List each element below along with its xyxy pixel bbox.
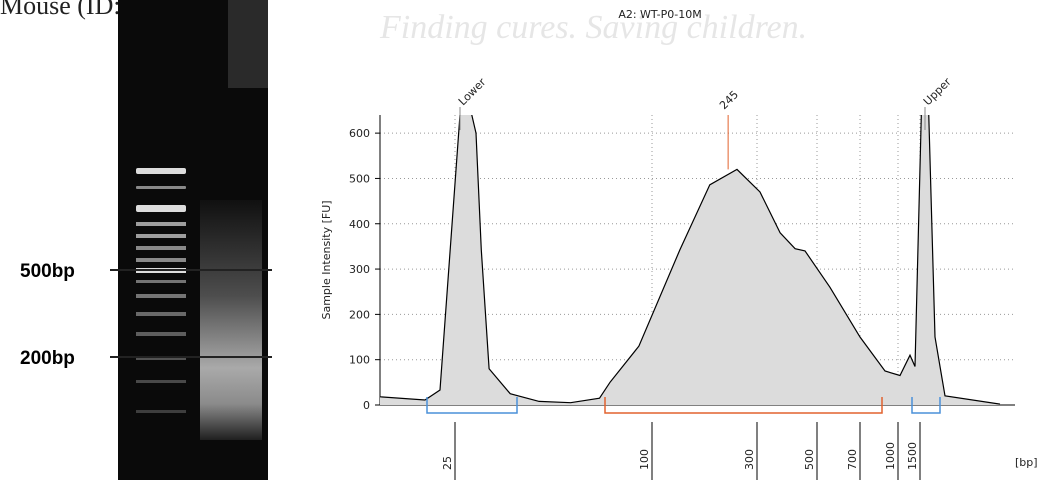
y-tick-label: 0 (363, 399, 370, 412)
y-tick-label: 400 (349, 218, 370, 231)
region-bracket (911, 397, 941, 414)
region-bracket (604, 397, 883, 414)
y-axis-label: Sample Intensity [FU] (320, 200, 333, 319)
x-tick-label: 100 (638, 449, 651, 470)
y-tick-label: 200 (349, 308, 370, 321)
y-tick-label: 600 (349, 127, 370, 140)
watermark: Finding cures. Saving children. (379, 9, 807, 46)
chart-title: A2: WT-P0-10M (618, 8, 701, 21)
x-tick-label: 25 (441, 456, 454, 470)
gel-image (110, 0, 272, 480)
peak-label: 245 (717, 88, 741, 112)
x-tick-label: 1000 (884, 442, 897, 470)
y-tick-label: 100 (349, 354, 370, 367)
y-tick-label: 300 (349, 263, 370, 276)
x-tick-label: 500 (803, 449, 816, 470)
gel-label: 200bp (20, 348, 75, 369)
x-axis-label: [bp] (1015, 456, 1038, 469)
x-tick-label: 1500 (906, 442, 919, 470)
y-tick-label: 500 (349, 172, 370, 185)
trace-line (380, 115, 1001, 405)
peak-name: Lower (456, 75, 489, 108)
peak-name: Upper (921, 75, 954, 108)
gel-label: 500bp (20, 261, 75, 282)
trace-area (380, 115, 1000, 405)
region-bracket (426, 397, 518, 414)
x-tick-label: 700 (846, 449, 859, 470)
trace-group (380, 115, 1001, 405)
x-tick-label: 300 (743, 449, 756, 470)
